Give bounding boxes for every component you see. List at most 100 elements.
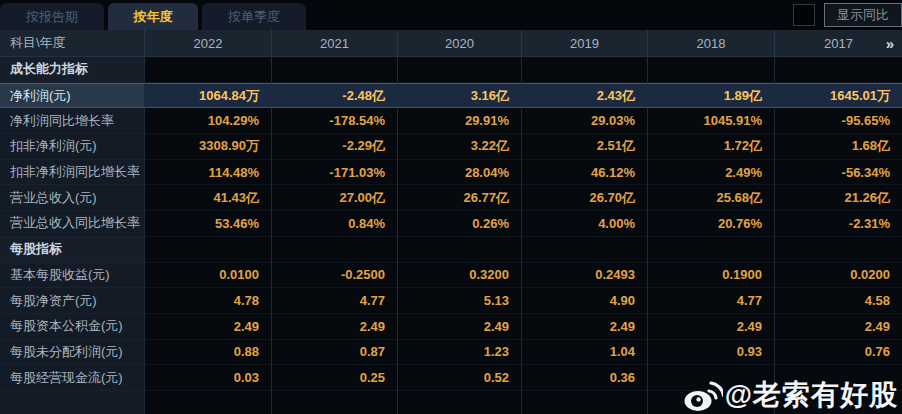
table-header-row: 科目\年度 2022 2021 2020 2019 2018 2017 » [0,30,902,57]
value-cell: 0.0100 [145,263,272,289]
value-cell: 26.77亿 [398,185,522,211]
metric-row[interactable]: 扣非净利润(元)3308.90万-2.29亿3.22亿2.51亿1.72亿1.6… [0,134,902,160]
value-cell: -95.65% [775,108,902,134]
value-cell: 0.0200 [775,263,902,289]
row-label [0,391,145,414]
value-cell: 2.43亿 [522,83,648,109]
year-header[interactable]: 2022 [145,30,272,56]
value-cell: -2.48亿 [272,83,398,109]
row-label: 基本每股收益(元) [0,263,145,289]
value-cell: 29.03% [522,108,648,134]
metric-row[interactable]: 营业总收入同比增长率53.46%0.84%0.26%4.00%20.76%-2.… [0,211,902,237]
row-label: 净利润同比增长率 [0,108,145,134]
value-cell [272,237,398,263]
metric-row[interactable]: 净利润(元)1064.84万-2.48亿3.16亿2.43亿1.89亿1645.… [0,83,902,109]
value-cell [522,57,648,83]
row-label: 成长能力指标 [0,57,145,83]
value-cell: 4.78 [145,288,272,314]
show-yoy-label[interactable]: 显示同比 [824,3,902,27]
year-header-label: 2017 [824,36,853,51]
value-cell [648,237,775,263]
value-cell [145,57,272,83]
value-cell: 1645.01万 [775,83,902,109]
value-cell: 0.36 [522,365,648,391]
value-cell: 26.70亿 [522,185,648,211]
value-cell [522,237,648,263]
period-tabbar: 按报告期 按年度 按单季度 显示同比 [0,0,902,30]
value-cell: 46.12% [522,160,648,186]
year-header[interactable]: 2020 [398,30,522,56]
year-header[interactable]: 2019 [522,30,648,56]
value-cell: 41.43亿 [145,185,272,211]
value-cell: 1.23 [398,340,522,366]
value-cell [398,391,522,414]
value-cell: 0.76 [775,340,902,366]
year-header[interactable]: 2018 [648,30,775,56]
value-cell: 2.49 [145,314,272,340]
value-cell: 3.22亿 [398,134,522,160]
section-row[interactable]: 成长能力指标 [0,57,902,83]
stock-financials-panel: 按报告期 按年度 按单季度 显示同比 科目\年度 2022 2021 2020 … [0,0,902,414]
value-cell: 0.3200 [398,263,522,289]
metric-row[interactable]: 每股经营现金流(元)0.030.250.520.36 [0,365,902,391]
row-label: 每股指标 [0,237,145,263]
metric-row[interactable]: 每股未分配利润(元)0.880.871.231.040.930.76 [0,340,902,366]
value-cell: 0.84% [272,211,398,237]
row-label: 营业总收入(元) [0,185,145,211]
value-cell: 0.26% [398,211,522,237]
year-header[interactable]: 2021 [272,30,398,56]
more-years-chevron-icon[interactable]: » [886,35,894,52]
value-cell: 53.46% [145,211,272,237]
metric-row[interactable]: 每股资本公积金(元)2.492.492.492.492.492.49 [0,314,902,340]
row-label: 每股净资产(元) [0,288,145,314]
value-cell: 2.49 [775,314,902,340]
value-cell: 21.26亿 [775,185,902,211]
value-cell: -178.54% [272,108,398,134]
tab-single-quarter[interactable]: 按单季度 [202,3,306,30]
value-cell [648,365,775,391]
value-cell [648,57,775,83]
value-cell: 29.91% [398,108,522,134]
metric-row[interactable]: 每股净资产(元)4.784.775.134.904.774.58 [0,288,902,314]
metric-row[interactable]: 扣非净利润同比增长率114.48%-171.03%28.04%46.12%2.4… [0,160,902,186]
table-body: 成长能力指标净利润(元)1064.84万-2.48亿3.16亿2.43亿1.89… [0,57,902,414]
corner-header: 科目\年度 [0,30,145,56]
metric-row[interactable]: 基本每股收益(元)0.0100-0.25000.32000.24930.1900… [0,263,902,289]
value-cell: -171.03% [272,160,398,186]
year-header[interactable]: 2017 » [775,30,902,56]
value-cell: 2.51亿 [522,134,648,160]
value-cell: 0.1900 [648,263,775,289]
row-label: 扣非净利润同比增长率 [0,160,145,186]
row-label: 净利润(元) [0,83,145,109]
value-cell: 4.77 [648,288,775,314]
value-cell: 1.89亿 [648,83,775,109]
value-cell: 104.29% [145,108,272,134]
value-cell: -56.34% [775,160,902,186]
value-cell: 2.49 [272,314,398,340]
metric-row[interactable]: 净利润同比增长率104.29%-178.54%29.91%29.03%1045.… [0,108,902,134]
value-cell [398,237,522,263]
metric-row[interactable]: 营业总收入(元)41.43亿27.00亿26.77亿26.70亿25.68亿21… [0,185,902,211]
tab-annual[interactable]: 按年度 [108,3,198,30]
row-label: 每股未分配利润(元) [0,340,145,366]
value-cell [775,57,902,83]
section-row[interactable]: 每股指标 [0,237,902,263]
value-cell: 5.13 [398,288,522,314]
metric-row[interactable] [0,391,902,414]
value-cell: 0.2493 [522,263,648,289]
yoy-controls: 显示同比 [793,3,902,27]
value-cell: 0.93 [648,340,775,366]
value-cell: 4.00% [522,211,648,237]
value-cell: 114.48% [145,160,272,186]
value-cell [775,391,902,414]
value-cell [398,57,522,83]
value-cell [648,391,775,414]
show-yoy-checkbox[interactable] [793,4,815,26]
value-cell: 4.77 [272,288,398,314]
tab-report-period[interactable]: 按报告期 [0,3,104,30]
value-cell: 1.04 [522,340,648,366]
value-cell: 25.68亿 [648,185,775,211]
value-cell: 0.03 [145,365,272,391]
value-cell: 1045.91% [648,108,775,134]
value-cell: 27.00亿 [272,185,398,211]
